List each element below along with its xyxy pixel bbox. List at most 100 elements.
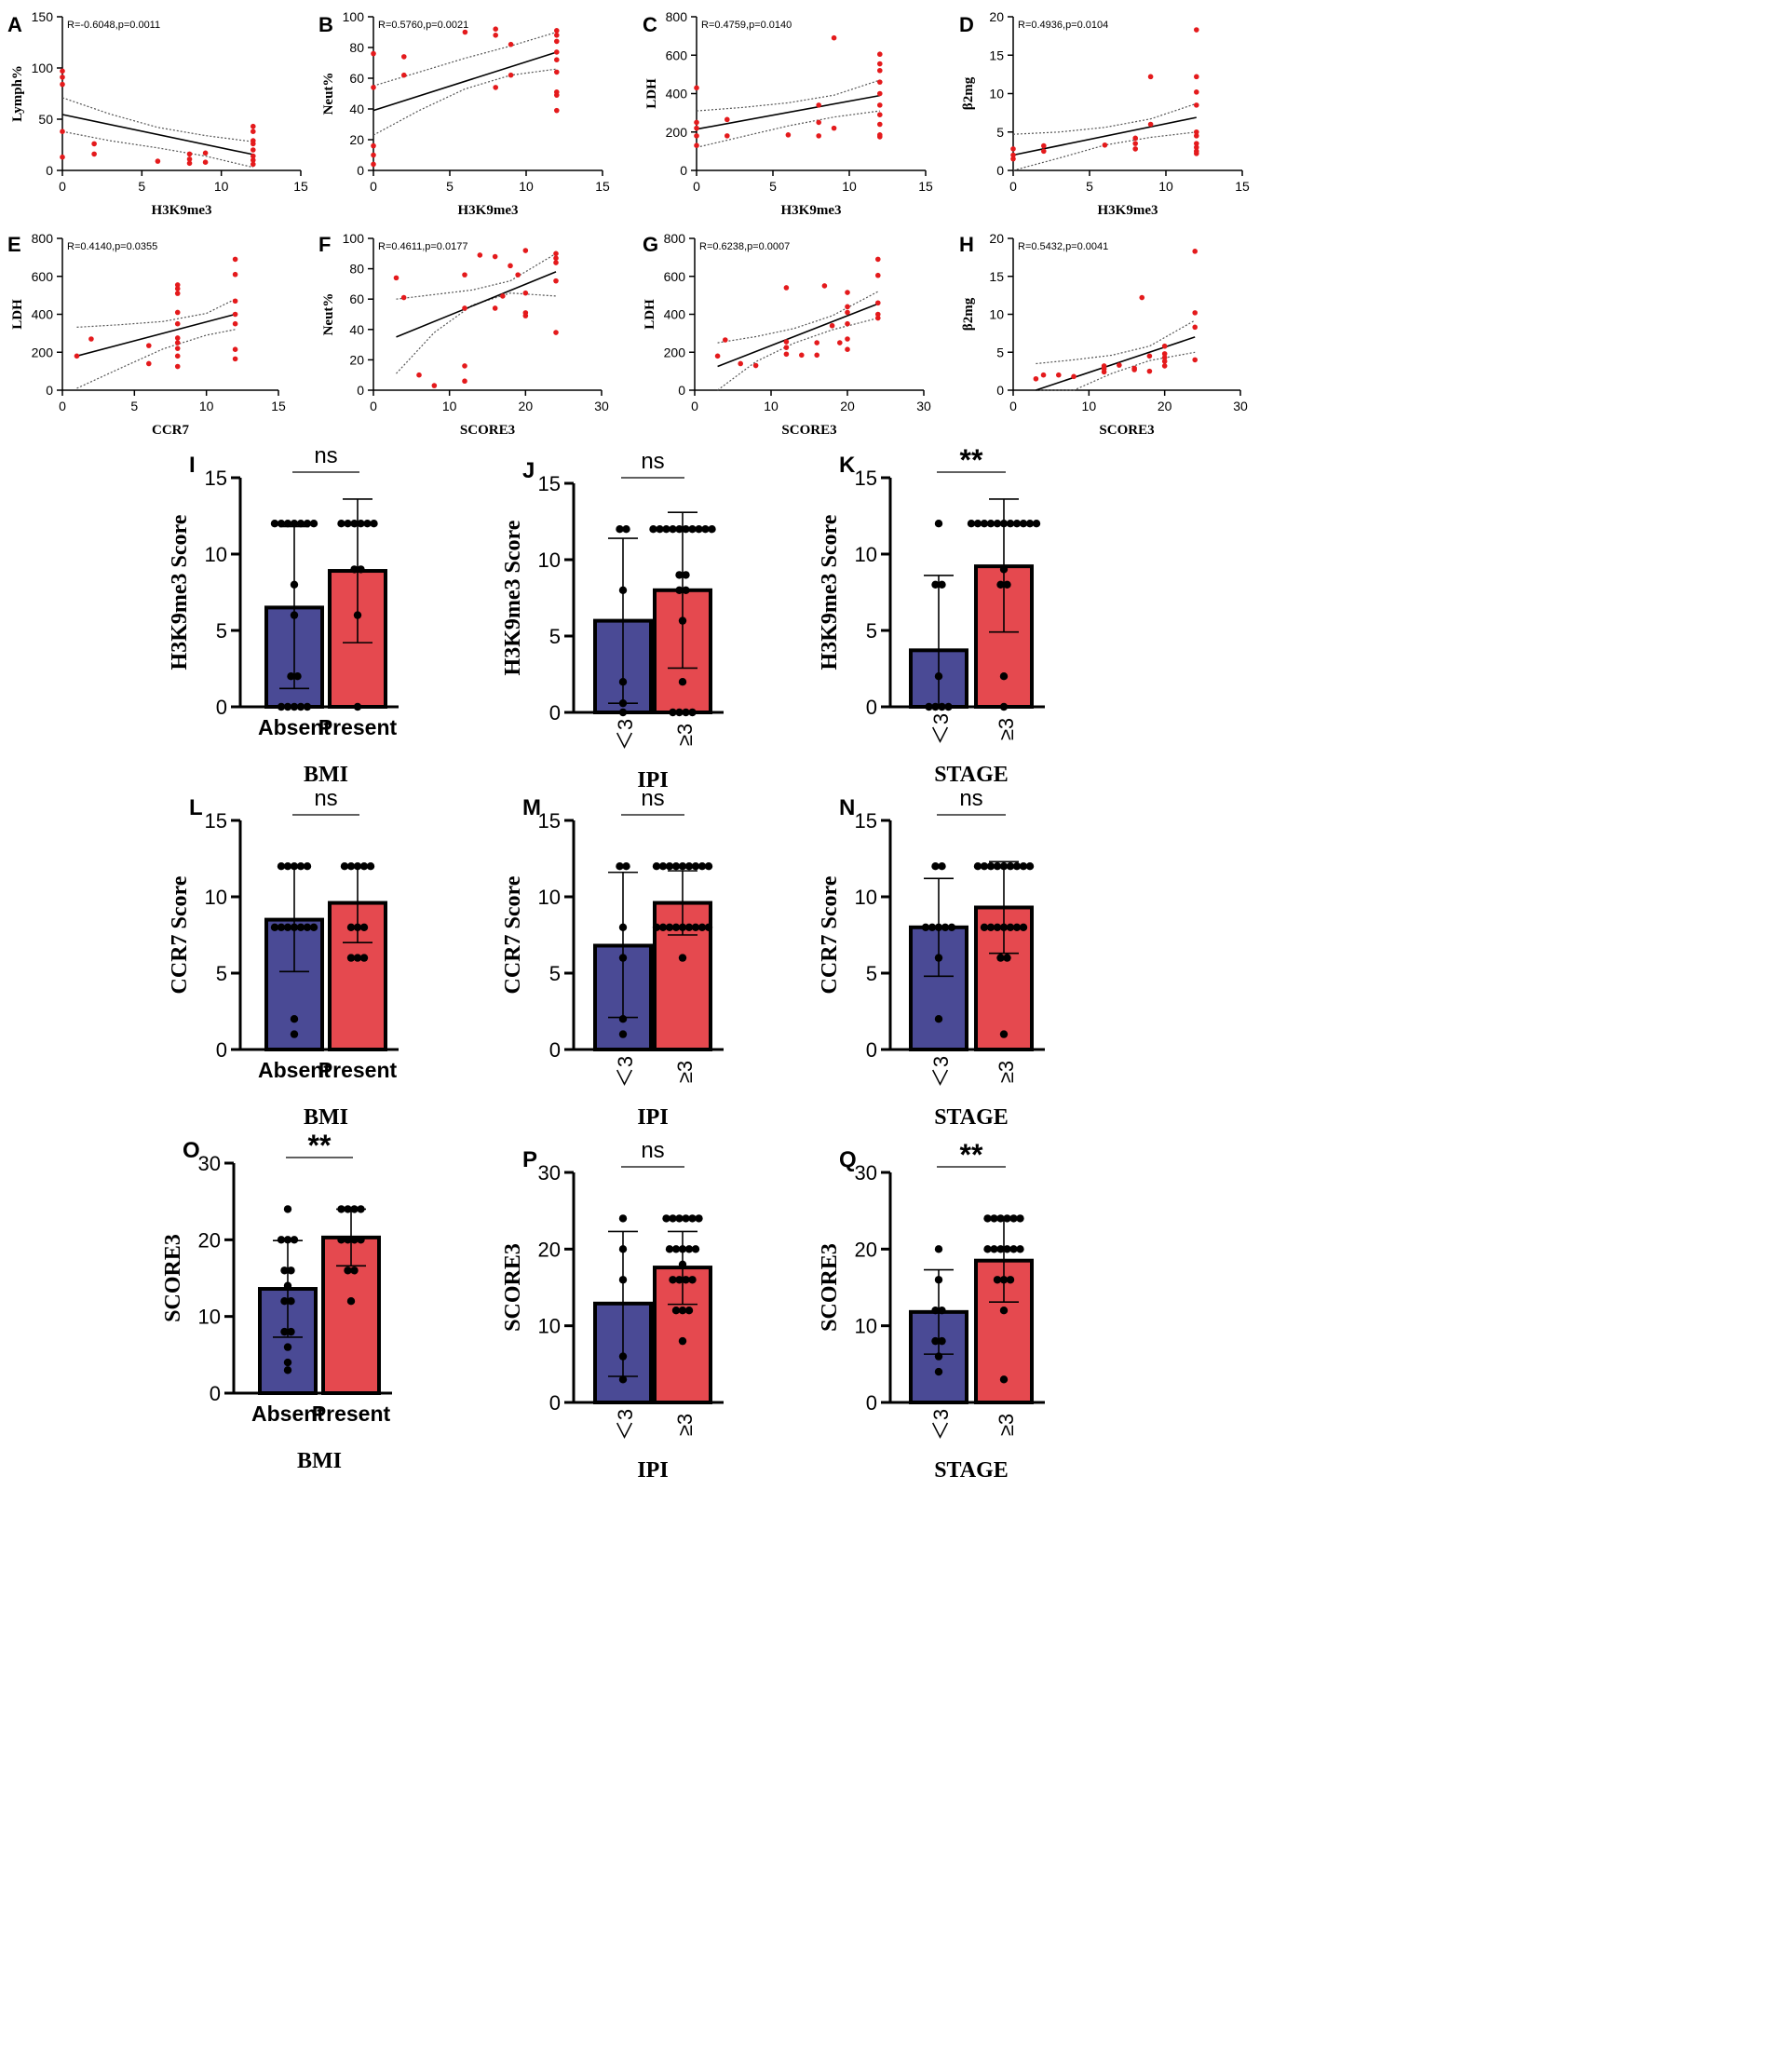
x-tick-label: 5 <box>446 179 454 194</box>
x-axis-label: SCORE3 <box>781 423 836 438</box>
data-point <box>694 119 699 126</box>
data-point <box>1041 148 1047 155</box>
data-dot <box>290 1236 299 1244</box>
category-label: Present <box>318 715 398 739</box>
data-point <box>1146 368 1153 374</box>
data-point <box>1192 357 1198 363</box>
panel-label: H <box>959 233 974 256</box>
category-label: Absent <box>251 1402 324 1426</box>
y-tick-label: 400 <box>664 307 686 322</box>
x-tick-label: 10 <box>1082 399 1097 413</box>
data-dot <box>357 1236 365 1244</box>
data-dot <box>941 923 950 931</box>
bar-panel-k: K 0 5 10 15 H3K9me3 Score ＜3 ≥3 STAGE ** <box>818 443 1045 787</box>
data-dot <box>1006 862 1015 871</box>
y-tick-label: 5 <box>866 962 877 985</box>
data-dot <box>1006 520 1015 528</box>
y-tick-label: 5 <box>996 125 1004 140</box>
y-tick-label: 600 <box>666 47 688 62</box>
y-axis-label: β2mg <box>961 76 976 110</box>
y-tick-label: 50 <box>38 112 53 127</box>
y-tick-label: 10 <box>855 543 877 566</box>
data-point <box>877 90 883 97</box>
data-point <box>462 272 467 278</box>
data-dot <box>682 571 690 579</box>
regression-line <box>696 94 880 130</box>
data-dot <box>675 1276 684 1284</box>
data-dot <box>996 1245 1005 1253</box>
panel-label: E <box>7 233 21 256</box>
data-point <box>60 74 65 80</box>
data-dot <box>934 1276 943 1284</box>
data-dot <box>280 1297 289 1306</box>
category-label: ＜3 <box>614 1056 637 1088</box>
y-tick-label: 10 <box>855 1315 877 1338</box>
category-label: ＜3 <box>929 1409 953 1441</box>
x-tick-label: 30 <box>594 399 609 413</box>
data-point <box>1161 359 1168 364</box>
data-point <box>1147 121 1154 128</box>
data-point <box>1010 156 1016 162</box>
data-point <box>1071 373 1077 380</box>
data-dot <box>697 862 707 871</box>
y-tick-label: 10 <box>989 307 1004 322</box>
data-dot <box>283 923 292 931</box>
data-point <box>174 340 181 345</box>
data-point <box>1146 353 1153 359</box>
data-dot <box>931 1307 940 1315</box>
data-dot <box>656 525 664 534</box>
data-point <box>738 360 743 367</box>
data-point <box>1132 135 1138 142</box>
data-dot <box>1012 520 1022 528</box>
data-dot <box>980 923 989 931</box>
data-dot <box>684 1307 694 1315</box>
data-dot <box>1019 923 1028 931</box>
y-tick-label: 0 <box>866 1391 877 1415</box>
data-dot <box>934 923 943 931</box>
y-tick-label: 0 <box>996 383 1004 398</box>
data-point <box>814 352 819 359</box>
data-dot <box>675 586 684 594</box>
category-label: ≥3 <box>673 1414 697 1436</box>
y-tick-label: 40 <box>349 322 364 337</box>
data-point <box>371 50 376 57</box>
x-tick-label: 0 <box>59 399 66 413</box>
y-tick-label: 20 <box>349 352 364 367</box>
correlation-annotation: R=-0.6048,p=0.0011 <box>67 20 160 31</box>
data-dot <box>973 520 982 528</box>
data-dot <box>283 862 292 871</box>
data-point <box>1161 363 1168 369</box>
data-dot <box>1012 923 1022 931</box>
data-point <box>1192 324 1198 331</box>
data-dot <box>618 698 628 708</box>
data-dot <box>287 1266 295 1275</box>
data-dot <box>290 520 299 528</box>
significance-label: ns <box>641 449 664 474</box>
data-point <box>821 283 828 289</box>
data-point <box>493 26 498 32</box>
data-point <box>232 298 238 305</box>
data-dot <box>283 520 292 528</box>
data-point <box>1194 141 1199 146</box>
y-tick-label: 0 <box>866 1038 877 1062</box>
y-tick-label: 800 <box>32 231 54 246</box>
data-dot <box>1006 1276 1015 1284</box>
x-axis-label: H3K9me3 <box>458 203 519 218</box>
data-dot <box>290 862 299 871</box>
data-dot <box>671 862 681 871</box>
data-dot <box>337 520 345 528</box>
data-dot <box>357 565 365 574</box>
data-dot <box>622 862 630 871</box>
data-point <box>724 133 730 139</box>
data-dot <box>290 611 299 619</box>
data-dot <box>277 1236 286 1244</box>
data-dot <box>688 1214 697 1223</box>
y-tick-label: 20 <box>855 1238 877 1261</box>
significance-label: ns <box>641 786 664 811</box>
data-dot <box>973 862 982 871</box>
data-point <box>174 363 181 370</box>
data-dot <box>366 862 375 871</box>
data-dot <box>934 954 943 962</box>
data-point <box>799 352 805 359</box>
